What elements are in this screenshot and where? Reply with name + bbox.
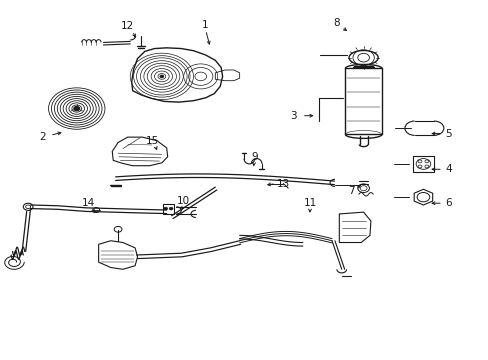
Text: 13: 13 — [276, 179, 289, 189]
Text: 2: 2 — [40, 132, 46, 142]
Circle shape — [169, 207, 173, 210]
Text: 7: 7 — [347, 186, 354, 196]
Circle shape — [163, 207, 167, 210]
Circle shape — [74, 107, 80, 111]
Circle shape — [160, 75, 163, 78]
Text: 6: 6 — [445, 198, 451, 208]
Text: 4: 4 — [445, 164, 451, 174]
Text: 8: 8 — [333, 18, 340, 28]
Text: 5: 5 — [445, 129, 451, 139]
Text: 1: 1 — [202, 19, 208, 30]
Text: 11: 11 — [303, 198, 316, 208]
Text: 10: 10 — [177, 197, 190, 206]
Text: 3: 3 — [289, 111, 296, 121]
Text: 9: 9 — [250, 152, 257, 162]
Text: 12: 12 — [121, 21, 134, 31]
Text: 15: 15 — [145, 136, 159, 146]
Text: 14: 14 — [82, 198, 95, 208]
